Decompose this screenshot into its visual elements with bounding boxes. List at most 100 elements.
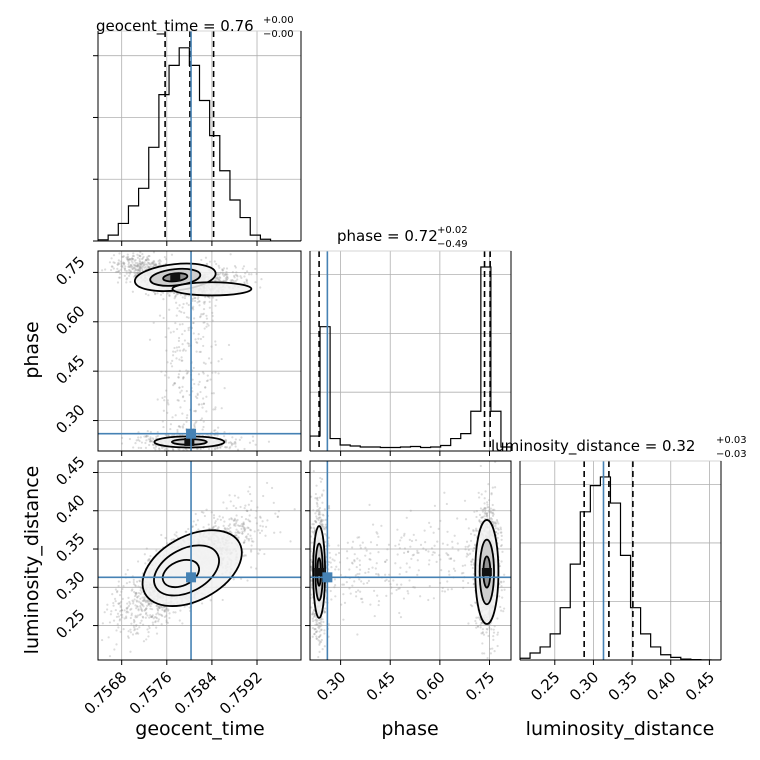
sample-point xyxy=(170,253,174,256)
sample-point xyxy=(220,357,223,361)
sample-point xyxy=(109,613,113,616)
sample-point xyxy=(138,626,141,629)
sample-point xyxy=(141,253,144,256)
sample-point xyxy=(218,266,221,269)
sample-point xyxy=(228,523,232,526)
sample-point xyxy=(162,606,165,609)
sample-point xyxy=(155,626,158,629)
sample-point xyxy=(169,331,172,334)
sample-point xyxy=(162,298,165,301)
sample-point xyxy=(197,300,201,303)
sample-point xyxy=(246,526,249,529)
sample-point xyxy=(139,589,142,592)
sample-point xyxy=(158,606,161,609)
sample-point xyxy=(160,605,163,608)
sample-point xyxy=(127,271,130,274)
sample-point xyxy=(199,390,202,394)
sample-point xyxy=(140,261,143,265)
sample-point xyxy=(324,540,327,544)
sample-point xyxy=(120,255,124,259)
sample-point xyxy=(236,278,239,281)
sample-point xyxy=(163,615,166,618)
sample-point xyxy=(136,263,139,266)
sample-point xyxy=(241,532,244,535)
sample-point xyxy=(235,271,238,274)
sample-point xyxy=(133,594,137,598)
sample-point xyxy=(235,534,238,537)
sample-point xyxy=(120,436,124,439)
sample-point xyxy=(247,526,250,530)
sample-point xyxy=(202,361,206,364)
sample-point xyxy=(172,384,175,387)
sample-point xyxy=(235,520,238,523)
contour-1-0 xyxy=(171,281,253,297)
sample-point xyxy=(194,410,197,413)
sample-point xyxy=(124,265,127,268)
sample-point xyxy=(245,280,248,283)
sample-point xyxy=(187,326,190,330)
sample-point xyxy=(161,606,164,609)
sample-point xyxy=(474,544,477,547)
sample-point xyxy=(117,602,120,605)
sample-point xyxy=(218,445,222,449)
sample-point xyxy=(257,552,260,555)
sample-point xyxy=(193,296,196,300)
sample-point xyxy=(220,407,223,410)
sample-point xyxy=(178,619,181,622)
sample-point xyxy=(500,609,503,612)
sample-point xyxy=(134,268,137,272)
sample-point xyxy=(212,516,216,519)
sample-point xyxy=(323,532,327,536)
sample-point xyxy=(149,604,152,608)
sample-point xyxy=(233,274,236,278)
sample-point xyxy=(252,439,255,442)
sample-point xyxy=(318,625,321,628)
sample-point xyxy=(184,530,187,533)
sample-point xyxy=(188,606,191,609)
sample-point xyxy=(134,442,137,445)
sample-point xyxy=(313,633,316,636)
sample-point xyxy=(319,625,322,628)
sample-point xyxy=(173,382,176,385)
sample-point xyxy=(172,350,175,353)
sample-point xyxy=(146,429,149,433)
sample-point xyxy=(138,579,141,582)
sample-point xyxy=(126,258,129,261)
sample-point xyxy=(205,379,209,383)
sample-point xyxy=(161,446,164,450)
sample-point xyxy=(318,522,322,525)
sample-point xyxy=(265,525,268,528)
sample-point xyxy=(225,274,228,277)
sample-point xyxy=(156,611,159,615)
sample-point xyxy=(245,535,248,538)
sample-point xyxy=(197,528,200,531)
sample-point xyxy=(135,599,138,602)
sample-point xyxy=(117,626,120,629)
sample-point xyxy=(140,608,143,611)
sample-point xyxy=(121,264,124,268)
sample-point xyxy=(136,560,140,563)
sample-point xyxy=(221,598,224,602)
sample-point xyxy=(233,517,236,520)
sample-point xyxy=(221,272,225,275)
sample-point xyxy=(183,294,186,298)
sample-point xyxy=(154,292,157,295)
sample-point xyxy=(234,445,237,448)
sample-point xyxy=(121,613,124,617)
sample-point xyxy=(163,608,167,612)
sample-point xyxy=(144,608,147,611)
sample-point xyxy=(276,515,279,518)
sample-point xyxy=(134,264,137,267)
sample-point xyxy=(503,588,506,591)
sample-point xyxy=(156,398,159,401)
sample-point xyxy=(182,376,185,379)
sample-point xyxy=(324,601,327,604)
sample-point xyxy=(155,604,158,607)
sample-point xyxy=(314,492,317,496)
sample-point xyxy=(323,609,326,612)
sample-point xyxy=(230,441,233,445)
sample-point xyxy=(317,624,320,627)
sample-point xyxy=(129,280,132,284)
sample-point xyxy=(122,255,125,258)
sample-point xyxy=(324,607,327,610)
